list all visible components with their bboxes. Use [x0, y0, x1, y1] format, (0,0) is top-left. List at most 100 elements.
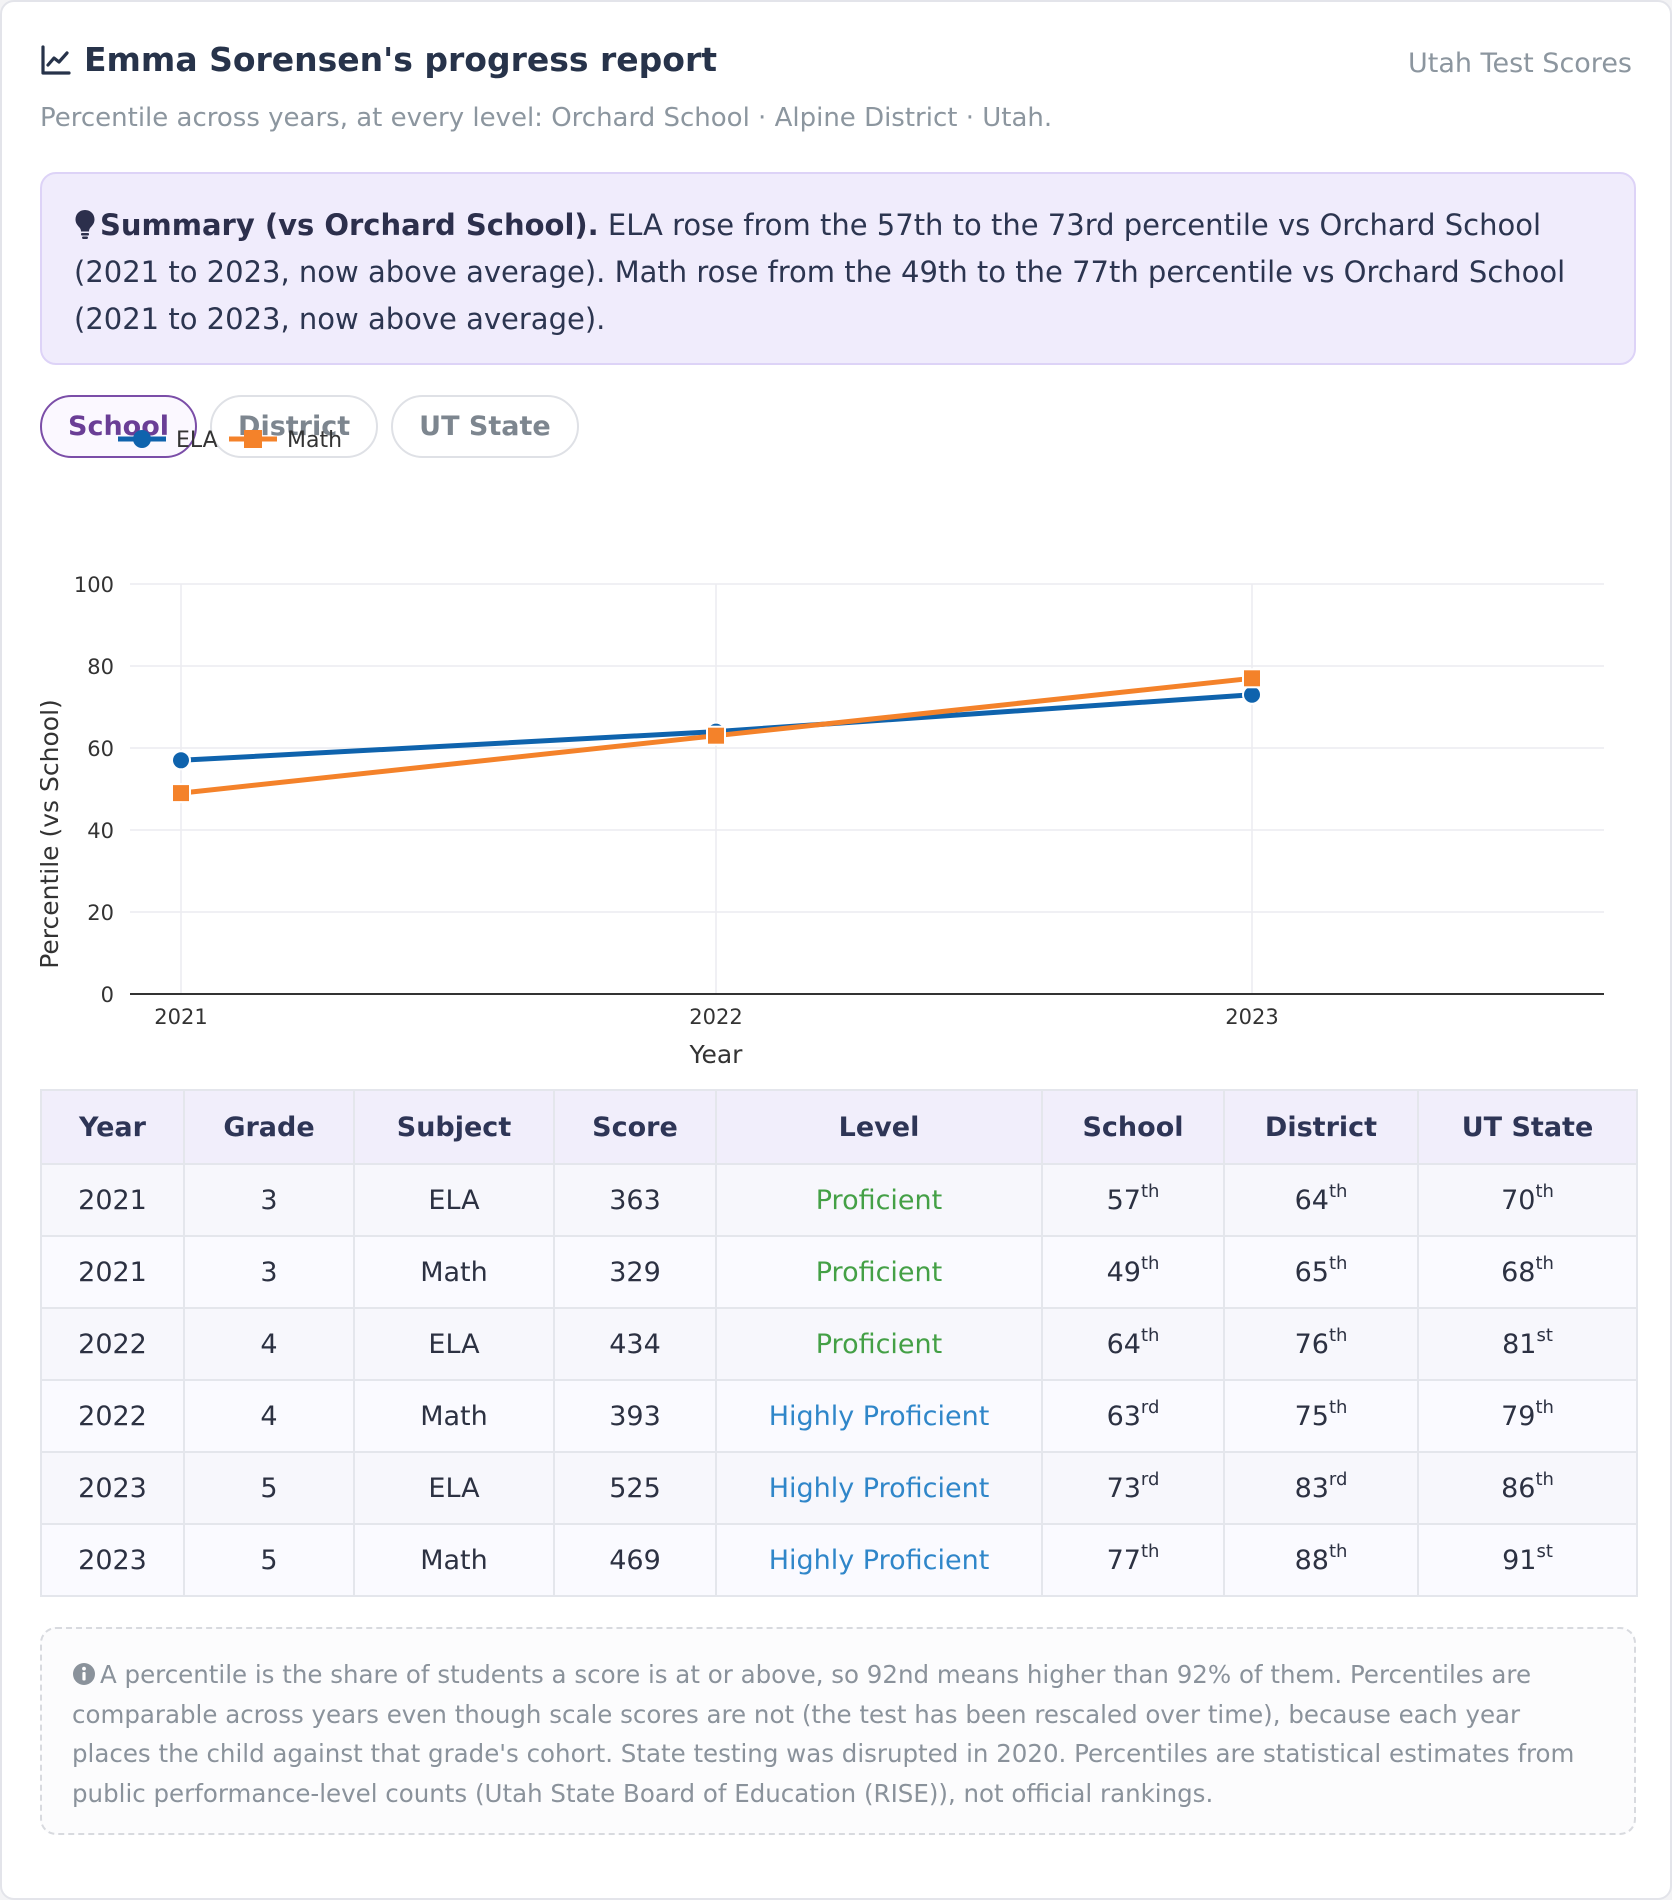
ordinal-suffix: th: [1535, 1252, 1554, 1274]
cell-subject: Math: [353, 1523, 555, 1597]
cell-level: Highly Proficient: [715, 1523, 1043, 1597]
cell-school-pct: 63rd: [1041, 1379, 1225, 1453]
percentile-value: 68: [1501, 1256, 1536, 1288]
x-tick-label: 2021: [154, 1005, 207, 1029]
cell-grade: 5: [183, 1523, 355, 1597]
x-tick-label: 2023: [1225, 1005, 1278, 1029]
data-point-math: [706, 725, 726, 746]
data-point-math: [1242, 668, 1262, 689]
cell-score: 525: [553, 1451, 717, 1525]
table-body: 2021 3 ELA 363 Proficient 57th 64th 70th 2021 3 Ma…: [40, 1163, 1638, 1597]
cell-state-pct: 70th: [1417, 1163, 1638, 1237]
percentile-value: 64: [1106, 1328, 1141, 1360]
cell-subject: ELA: [353, 1163, 555, 1237]
ordinal-suffix: st: [1536, 1324, 1553, 1346]
y-tick-label: 40: [87, 819, 114, 843]
cell-grade: 5: [183, 1451, 355, 1525]
cell-state-pct: 86th: [1417, 1451, 1638, 1525]
ordinal-suffix: rd: [1140, 1468, 1160, 1490]
percentile-value: 76: [1294, 1328, 1329, 1360]
y-tick-label: 60: [87, 737, 114, 761]
cell-school-pct: 73rd: [1041, 1451, 1225, 1525]
data-point-ela: [1242, 684, 1262, 705]
ordinal-suffix: st: [1536, 1540, 1553, 1562]
cell-year: 2022: [40, 1379, 185, 1453]
cell-subject: Math: [353, 1379, 555, 1453]
cell-district-pct: 76th: [1223, 1307, 1419, 1381]
ordinal-suffix: th: [1535, 1396, 1554, 1418]
page-title: Emma Sorensen's progress report: [84, 40, 718, 79]
header-level[interactable]: Level: [715, 1089, 1043, 1165]
percentile-value: 79: [1501, 1400, 1536, 1432]
header-subject[interactable]: Subject: [353, 1089, 555, 1165]
percentile-value: 73: [1106, 1472, 1141, 1504]
lightbulb-icon: [75, 210, 95, 239]
table-row: 2022 4 ELA 434 Proficient 64th 76th 81st: [40, 1307, 1638, 1381]
cell-score: 469: [553, 1523, 717, 1597]
percentile-chart: 0 20 40 60 80 100 2021 2022 2023 Year Percentile (…: [40, 573, 1604, 1069]
legend-marker: [133, 430, 151, 448]
x-tick-label: 2022: [689, 1005, 742, 1029]
cell-district-pct: 75th: [1223, 1379, 1419, 1453]
cell-score: 363: [553, 1163, 717, 1237]
cell-state-pct: 91st: [1417, 1523, 1638, 1597]
ordinal-suffix: th: [1328, 1396, 1348, 1418]
header: Emma Sorensen's progress report Utah Tes…: [40, 40, 1632, 90]
ordinal-suffix: th: [1328, 1324, 1348, 1346]
chart-legend: ELA Math: [118, 428, 342, 453]
percentile-value: 64: [1294, 1184, 1329, 1216]
cell-score: 393: [553, 1379, 717, 1453]
summary-lead: Summary (vs Orchard School).: [100, 208, 599, 242]
header-ut-state[interactable]: UT State: [1417, 1089, 1638, 1165]
cell-level: Highly Proficient: [715, 1379, 1043, 1453]
legend-marker: [244, 430, 262, 448]
summary-text: ELA rose from the 57th to the 73rd perce…: [74, 208, 1566, 336]
table-row: 2021 3 ELA 363 Proficient 57th 64th 70th: [40, 1163, 1638, 1237]
percentile-value: 88: [1294, 1544, 1329, 1576]
header-grade[interactable]: Grade: [183, 1089, 355, 1165]
cell-score: 434: [553, 1307, 717, 1381]
header-year[interactable]: Year: [40, 1089, 185, 1165]
percentile-value: 70: [1501, 1184, 1536, 1216]
cell-score: 329: [553, 1235, 717, 1309]
cell-district-pct: 83rd: [1223, 1451, 1419, 1525]
brand-link[interactable]: Utah Test Scores: [1407, 48, 1632, 79]
percentile-value: 65: [1294, 1256, 1329, 1288]
ordinal-suffix: th: [1140, 1252, 1160, 1274]
cell-level: Proficient: [715, 1307, 1043, 1381]
data-point-math: [171, 783, 191, 804]
ordinal-suffix: th: [1535, 1468, 1554, 1490]
info-note: A percentile is the share of students a …: [40, 1627, 1636, 1835]
table-row: 2023 5 Math 469 Highly Proficient 77th 88th 91s…: [40, 1523, 1638, 1597]
ordinal-suffix: th: [1140, 1324, 1160, 1346]
header-district[interactable]: District: [1223, 1089, 1419, 1165]
y-tick-label: 0: [101, 983, 114, 1007]
header-school[interactable]: School: [1041, 1089, 1225, 1165]
cell-grade: 3: [183, 1163, 355, 1237]
percentile-value: 49: [1106, 1256, 1141, 1288]
cell-level: Proficient: [715, 1235, 1043, 1309]
table-row: 2022 4 Math 393 Highly Proficient 63rd 75th 79t…: [40, 1379, 1638, 1453]
tab-school[interactable]: School: [40, 395, 198, 458]
percentile-value: 57: [1106, 1184, 1141, 1216]
y-axis-title: Percentile (vs School): [40, 699, 64, 969]
header-score[interactable]: Score: [553, 1089, 717, 1165]
table-row: 2021 3 Math 329 Proficient 49th 65th 68th: [40, 1235, 1638, 1309]
x-axis-title: Year: [689, 1040, 744, 1069]
legend-label: ELA: [176, 428, 218, 453]
cell-state-pct: 81st: [1417, 1307, 1638, 1381]
cell-year: 2022: [40, 1307, 185, 1381]
cell-year: 2021: [40, 1163, 185, 1237]
legend-item-ela: ELA: [118, 428, 218, 453]
percentile-value: 81: [1502, 1328, 1537, 1360]
tab-ut-state[interactable]: UT State: [391, 395, 579, 458]
table-header-row: Year Grade Subject Score Level School Di…: [40, 1089, 1638, 1165]
y-tick-label: 100: [74, 573, 114, 597]
cell-grade: 4: [183, 1307, 355, 1381]
level-tabs: School District UT State: [40, 395, 579, 458]
cell-school-pct: 77th: [1041, 1523, 1225, 1597]
table-row: 2023 5 ELA 525 Highly Proficient 73rd 83rd 86th: [40, 1451, 1638, 1525]
percentile-value: 77: [1106, 1544, 1141, 1576]
ordinal-suffix: rd: [1140, 1396, 1160, 1418]
